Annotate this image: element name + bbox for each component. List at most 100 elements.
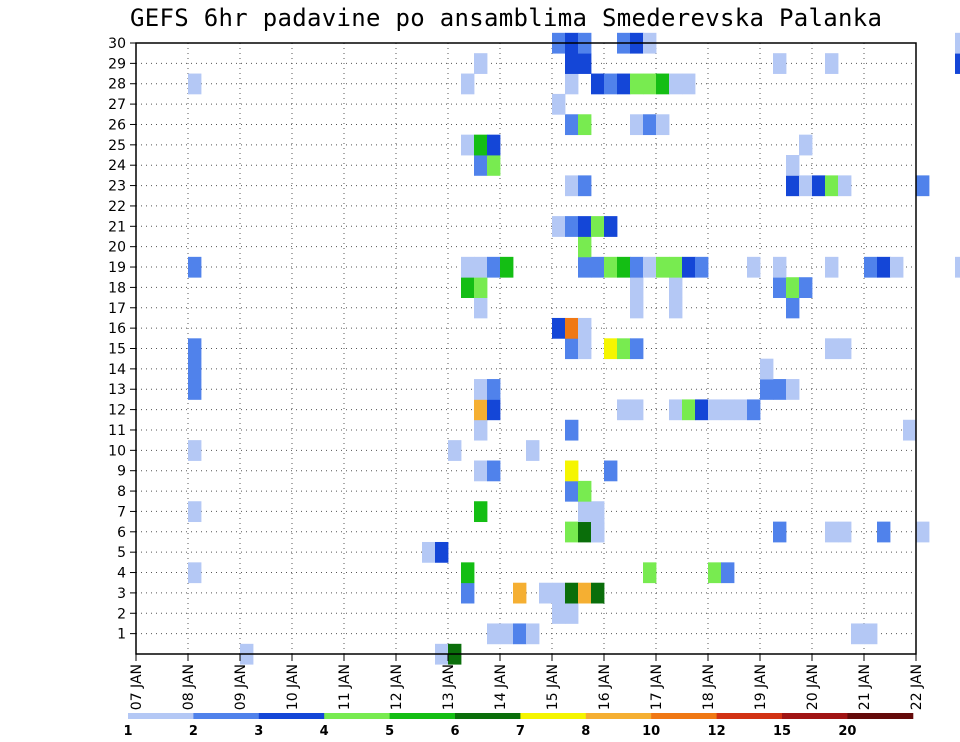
y-tick-label: 20 <box>108 240 126 256</box>
precip-cell <box>747 256 761 278</box>
precip-cell <box>487 155 501 176</box>
y-tick-label: 8 <box>117 484 126 500</box>
precip-cell <box>513 582 527 604</box>
precip-cell <box>617 338 631 360</box>
x-tick-label: 12 JAN <box>389 664 405 710</box>
precip-cell <box>461 256 475 278</box>
precip-cell <box>591 73 605 95</box>
precip-cell <box>786 175 800 197</box>
precip-cell <box>604 256 618 278</box>
precip-cell <box>773 53 787 74</box>
legend-label: 10 <box>642 724 660 739</box>
precip-cell <box>630 73 644 95</box>
precip-cell <box>630 256 644 278</box>
x-tick-label: 15 JAN <box>545 664 561 710</box>
precip-cell <box>552 317 566 339</box>
precip-cell <box>786 379 800 400</box>
legend-swatch <box>193 713 260 719</box>
precip-cell <box>578 582 592 604</box>
precip-cell <box>188 379 202 400</box>
legend-swatch <box>455 713 521 719</box>
precip-cell <box>552 582 566 604</box>
precip-cell <box>695 256 709 278</box>
x-tick-label: 08 JAN <box>181 664 197 710</box>
y-tick-label: 3 <box>117 586 126 602</box>
precip-cell <box>773 521 787 543</box>
precip-cell <box>461 277 475 298</box>
precip-cell <box>630 297 644 319</box>
precip-cell <box>604 460 618 482</box>
y-tick-label: 4 <box>117 566 126 582</box>
precip-cell <box>500 623 514 645</box>
precip-cell <box>578 216 592 237</box>
legend-swatch <box>389 713 456 719</box>
precip-cell <box>877 521 891 543</box>
precip-cell <box>552 216 566 237</box>
x-tick-label: 07 JAN <box>129 664 145 710</box>
x-tick-label: 14 JAN <box>493 664 509 710</box>
precip-cell <box>487 460 501 482</box>
y-tick-label: 15 <box>108 342 126 358</box>
y-tick-label: 9 <box>117 464 126 480</box>
precip-cell <box>682 256 696 278</box>
precip-cell <box>513 623 527 645</box>
precip-cell <box>552 93 566 115</box>
legend-label: 8 <box>581 724 590 739</box>
precip-cell <box>461 582 475 604</box>
precip-cell <box>656 256 670 278</box>
precip-cell <box>188 501 202 523</box>
precip-cell <box>565 317 579 339</box>
precip-cell <box>188 256 202 278</box>
precip-cell <box>474 399 488 421</box>
legend-label: 7 <box>516 724 525 739</box>
precip-cell <box>825 338 839 360</box>
precip-cell <box>526 440 540 461</box>
precip-cell <box>721 399 735 421</box>
precip-cell <box>474 277 488 298</box>
precip-cell <box>604 338 618 360</box>
precip-cell <box>591 521 605 543</box>
precip-cell <box>487 623 501 645</box>
legend-swatch <box>324 713 391 719</box>
legend-label: 1 <box>123 724 132 739</box>
y-tick-label: 28 <box>108 77 126 93</box>
precip-cell <box>578 114 592 136</box>
precip-cell <box>864 623 878 645</box>
precip-cell <box>565 480 579 502</box>
legend-label: 2 <box>189 724 198 739</box>
precip-cell <box>565 419 579 441</box>
y-tick-label: 25 <box>108 138 126 154</box>
legend-label: 5 <box>385 724 394 739</box>
precip-cell <box>487 379 501 400</box>
precip-cell <box>578 480 592 502</box>
precip-cell <box>682 73 696 95</box>
precip-cell <box>890 256 904 278</box>
precip-cell <box>955 256 960 278</box>
precip-cell <box>916 175 930 197</box>
precip-cell <box>552 603 566 624</box>
precip-cell <box>474 256 488 278</box>
y-tick-label: 16 <box>108 321 126 337</box>
precip-cell <box>838 521 852 543</box>
precip-cell <box>812 175 826 197</box>
precip-cell <box>955 53 960 74</box>
precip-cell <box>461 134 475 156</box>
precip-cell <box>578 338 592 360</box>
x-tick-label: 09 JAN <box>233 664 249 710</box>
precip-cell <box>708 562 722 584</box>
precip-cell <box>591 256 605 278</box>
precip-cell <box>461 562 475 584</box>
precip-cell <box>604 73 618 95</box>
legend-swatch <box>782 713 848 719</box>
precip-cell <box>539 582 553 604</box>
precip-cell <box>786 277 800 298</box>
precip-cell <box>461 73 475 95</box>
precip-cell <box>799 134 813 156</box>
precip-cell <box>669 73 683 95</box>
precip-cell <box>825 256 839 278</box>
y-axis: 1234567891011121314151617181920212223242… <box>108 36 136 643</box>
precip-cell <box>838 175 852 197</box>
precip-cell <box>188 440 202 461</box>
precip-cell <box>565 73 579 95</box>
